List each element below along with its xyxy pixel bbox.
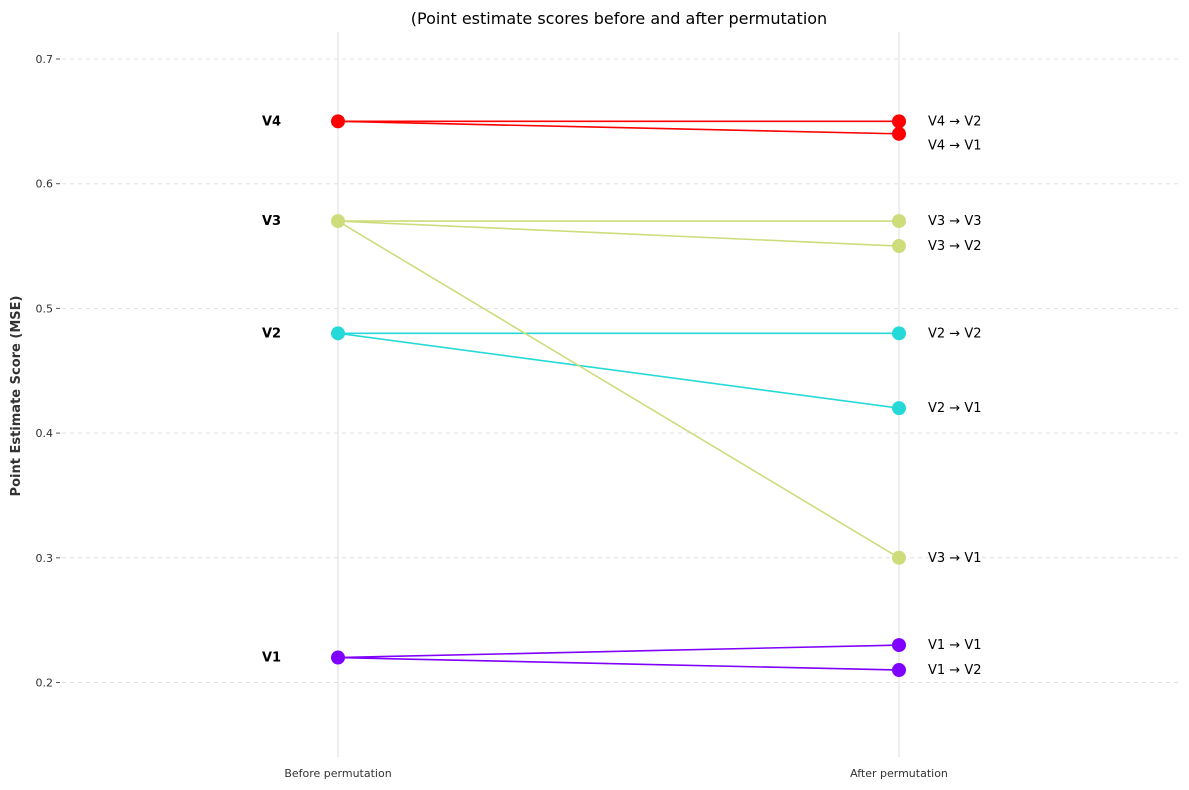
after-point [892, 239, 906, 254]
after-point [892, 550, 906, 565]
series-end-label: V4 → V2 [928, 114, 982, 129]
group-label: V4 [262, 114, 281, 129]
series-end-label: V1 → V1 [928, 638, 982, 653]
series-end-label: V2 → V2 [928, 326, 982, 341]
x-axis: Before permutation After permutation [284, 767, 948, 780]
y-tick-label: 0.6 [36, 178, 54, 191]
series-line [337, 220, 900, 559]
y-tick-label: 0.4 [36, 427, 54, 440]
x-tick-label: Before permutation [284, 767, 391, 780]
after-point [892, 326, 906, 341]
after-point [892, 126, 906, 141]
group-label: V3 [262, 214, 281, 229]
series-line [337, 656, 900, 671]
after-point [892, 114, 906, 129]
series-lines [337, 120, 900, 671]
group-label: V1 [262, 651, 281, 666]
before-point [331, 114, 345, 129]
after-point [892, 214, 906, 229]
y-axis: 0.2 0.3 0.4 0.5 0.6 0.7 [36, 53, 60, 690]
series-end-label: V3 → V1 [928, 551, 982, 566]
before-point [331, 326, 345, 341]
after-point [892, 638, 906, 653]
group-label: V2 [262, 326, 281, 341]
chart-title: (Point estimate scores before and after … [411, 9, 827, 28]
series-line [337, 644, 900, 659]
series-end-label: V4 → V1 [928, 138, 982, 153]
point-labels: V1 V2 V3 V4 V4 → V2 V4 → V1 V3 → V3 V3 → V2 V2 →… [262, 114, 982, 678]
series-line [337, 332, 900, 409]
before-point [331, 214, 345, 229]
series-line [337, 120, 900, 135]
before-point [331, 650, 345, 665]
x-tick-label: After permutation [850, 767, 948, 780]
series-end-label: V2 → V1 [928, 401, 982, 416]
grid [62, 32, 1180, 757]
data-points [331, 114, 906, 678]
series-end-label: V3 → V3 [928, 214, 982, 229]
series-end-label: V3 → V2 [928, 239, 982, 254]
series-end-label: V1 → V2 [928, 663, 982, 678]
series-line [337, 220, 900, 247]
y-tick-label: 0.7 [36, 53, 54, 66]
y-tick-label: 0.3 [36, 552, 54, 565]
after-point [892, 401, 906, 416]
y-tick-label: 0.5 [36, 302, 54, 315]
y-axis-label: Point Estimate Score (MSE) [9, 296, 24, 497]
after-point [892, 663, 906, 678]
y-tick-label: 0.2 [36, 677, 54, 690]
